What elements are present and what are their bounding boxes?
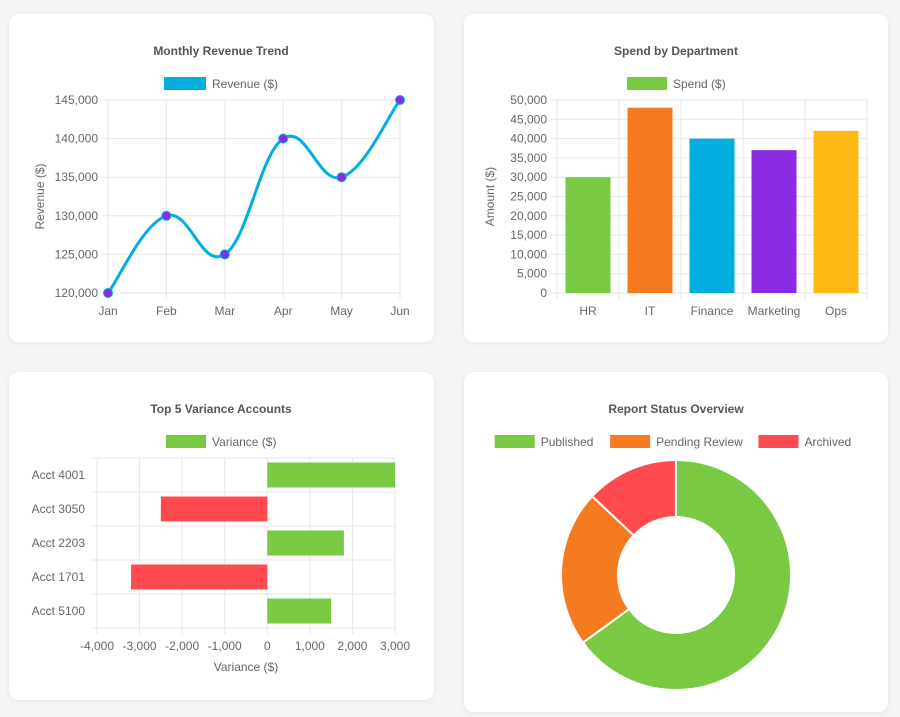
y-tick-label: 135,000 [55,170,99,184]
x-tick-label: May [330,304,353,318]
y-tick-label: 25,000 [510,190,547,204]
y-tick-label: 5,000 [517,267,547,281]
y-tick-label: 40,000 [510,132,547,146]
y-tick-label: 120,000 [55,286,99,300]
x-tick-label: HR [579,304,597,318]
x-tick-label: Ops [825,304,847,318]
slice-archived [590,458,677,537]
legend-swatch [164,77,206,90]
bar-acct-4001 [267,462,395,488]
legend-label: Revenue ($) [212,77,278,91]
legend-label: Pending Review [656,435,743,449]
chart-title: Monthly Revenue Trend [153,44,288,58]
y-tick-label: 10,000 [510,247,547,261]
y-tick-label: 140,000 [55,132,99,146]
y-tick-label: Acct 2203 [32,536,86,550]
chart-title: Top 5 Variance Accounts [150,402,292,416]
legend-label: Published [541,435,594,449]
y-tick-label: 35,000 [510,151,547,165]
x-tick-label: Finance [691,304,734,318]
legend-swatch [494,435,535,448]
legend-label: Variance ($) [212,435,276,449]
y-tick-label: 30,000 [510,170,547,184]
x-tick-label: 3,000 [380,639,410,653]
y-axis-title: Revenue ($) [33,163,47,229]
y-tick-label: 125,000 [55,247,99,261]
x-axis-title: Variance ($) [214,660,278,674]
x-tick-label: IT [645,304,656,318]
bar-acct-3050 [160,496,268,522]
bar-ops [813,130,859,293]
bar-acct-5100 [267,598,332,624]
chart-title: Report Status Overview [608,402,744,416]
variance-chart-card: Top 5 Variance Accounts Variance ($) -4,00… [9,372,434,700]
bar-acct-2203 [267,530,344,556]
revenue-line-chart: Monthly Revenue Trend Revenue ($) 145,000 1… [33,44,410,318]
y-tick-label: 0 [540,286,547,300]
legend-label: Archived [805,435,852,449]
x-tick-label: Feb [156,304,177,318]
bar-hr [565,177,611,293]
x-tick-label: -1,000 [208,639,242,653]
data-point [103,288,113,298]
y-tick-label: 50,000 [510,93,547,107]
bar-acct-1701 [131,564,268,590]
y-tick-label: Acct 1701 [32,570,86,584]
spend-bar-chart: Spend by Department Spend ($) 50,000 45,000… [483,44,868,318]
y-tick-label: 20,000 [510,209,547,223]
status-chart-card: Report Status Overview Published Pending R… [464,372,888,712]
x-tick-label: 2,000 [337,639,367,653]
legend-label: Spend ($) [673,77,726,91]
y-tick-label: 45,000 [510,112,547,126]
legend-swatch [627,77,667,90]
revenue-chart-card: Monthly Revenue Trend Revenue ($) 145,000 1… [9,14,434,342]
x-tick-label: Jun [390,304,409,318]
legend-swatch [166,435,206,448]
spend-chart-card: Spend by Department Spend ($) 50,000 45,000… [464,14,888,342]
bar-marketing [751,150,797,293]
legend-swatch [610,435,651,448]
bar-it [627,107,673,293]
bar-finance [689,138,735,293]
x-tick-label: Mar [214,304,235,318]
y-tick-label: Acct 3050 [32,502,86,516]
status-doughnut-chart: Report Status Overview Published Pending R… [494,402,852,691]
x-tick-label: Marketing [748,304,801,318]
y-tick-label: Acct 5100 [32,604,86,618]
y-tick-label: 15,000 [510,228,547,242]
data-point [395,95,405,105]
y-tick-label: 130,000 [55,209,99,223]
x-tick-label: 0 [264,639,271,653]
x-tick-label: 1,000 [295,639,325,653]
y-tick-label: Acct 4001 [32,468,86,482]
x-tick-label: -4,000 [80,639,114,653]
slice-published [581,458,792,691]
x-tick-label: -2,000 [165,639,199,653]
legend-swatch [758,435,799,448]
x-tick-label: Jan [98,304,117,318]
data-point [336,172,347,183]
x-tick-label: -3,000 [123,639,157,653]
slice-pending-review [560,494,636,644]
y-tick-label: 145,000 [55,93,99,107]
y-axis-title: Amount ($) [483,167,497,226]
variance-bar-chart: Top 5 Variance Accounts Variance ($) -4,00… [32,402,411,674]
x-tick-label: Apr [274,304,293,318]
data-point [219,249,230,260]
data-point [278,133,289,144]
data-point [161,210,172,221]
chart-title: Spend by Department [614,44,738,58]
revenue-line [106,99,402,294]
